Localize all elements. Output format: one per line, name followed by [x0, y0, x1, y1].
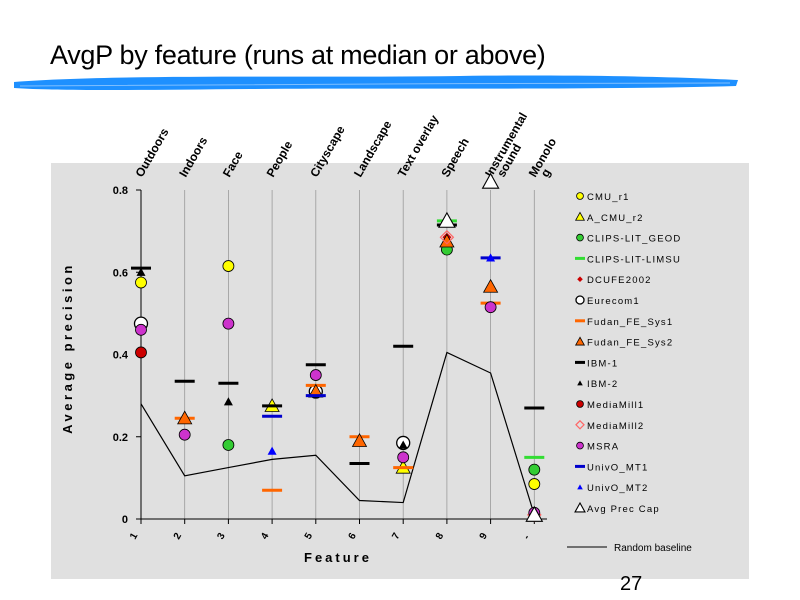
- legend-marker: [576, 233, 584, 242]
- marker-ibm-2: [136, 267, 146, 276]
- baseline-line: [140, 351, 535, 516]
- legend-label: Fudan_FE_Sys1: [587, 317, 673, 328]
- marker-univo-mt2: [267, 446, 277, 455]
- legend-label: MediaMill1: [587, 400, 644, 411]
- x-tick-label: 3: [215, 531, 228, 542]
- x-tick-label: 1: [128, 531, 141, 542]
- marker-msra: [484, 301, 497, 314]
- legend-label: CLIPS-LIT_GEOD: [587, 234, 681, 245]
- marker-mediamill1: [135, 346, 147, 359]
- marker-msra: [135, 323, 147, 336]
- x-tick-label: 4: [259, 531, 272, 542]
- marker-fudan-fe-sys2: [177, 410, 193, 425]
- title-underline-brush: [14, 75, 738, 90]
- legend-marker: [577, 484, 583, 490]
- y-tick-label: 0.4: [113, 350, 129, 362]
- legend-label: UnivO_MT1: [587, 462, 648, 473]
- marker-msra: [309, 369, 322, 381]
- marker-avg-prec-cap: [437, 211, 456, 228]
- marker-msra: [178, 428, 191, 441]
- x-tick-label: 8: [434, 531, 447, 542]
- chart-background: [51, 163, 749, 579]
- marker-cmu-r1: [135, 276, 147, 289]
- legend-marker: [574, 211, 586, 221]
- y-axis-label: Average precision: [60, 262, 75, 434]
- legend-marker: [577, 380, 583, 386]
- legend-marker: [574, 501, 586, 513]
- legend-label: MSRA: [587, 442, 619, 453]
- marker-msra: [397, 451, 410, 464]
- x-tick-label: 6: [347, 531, 360, 542]
- legend-label: CMU_r1: [587, 192, 630, 203]
- marker-mediamill2: [439, 229, 455, 245]
- marker-clips-lit-geod: [222, 439, 235, 451]
- marker-avg-prec-cap: [525, 505, 544, 522]
- legend-label: Avg Prec Cap: [587, 504, 660, 515]
- x-tick-label: 5: [303, 531, 316, 542]
- legend-label: Eurecom1: [587, 296, 640, 307]
- markers: [131, 172, 545, 523]
- legend-label: UnivO_MT2: [587, 483, 648, 494]
- legend-label: Fudan_FE_Sys2: [587, 338, 673, 349]
- legend-marker: [574, 336, 586, 346]
- y-ticks: 0 0.2 0.4 0.6 0.8: [113, 185, 141, 526]
- legend-marker: [577, 276, 583, 282]
- marker-cmu-r1: [222, 260, 235, 272]
- marker-clips-lit-geod: [528, 463, 541, 476]
- legend-label: A_CMU_r2: [587, 213, 644, 224]
- marker-ibm-2: [398, 440, 408, 449]
- legend-label: CLIPS-LIT-LIMSU: [587, 254, 681, 265]
- slide-title: AvgP by feature (runs at median or above…: [50, 40, 546, 70]
- legend-marker: [576, 192, 584, 200]
- legend-label: IBM-2: [587, 379, 618, 390]
- legend-marker: [576, 400, 584, 408]
- y-tick-label: 0.8: [113, 185, 128, 197]
- legend-marker: [576, 441, 584, 450]
- marker-ibm-2: [223, 397, 233, 406]
- marker-fudan-fe-sys2: [351, 433, 368, 447]
- marker-avg-prec-cap: [481, 172, 500, 189]
- legend-label: DCUFE2002: [587, 275, 652, 286]
- legend-baseline-label: Random baseline: [614, 543, 692, 554]
- page-number: 27: [620, 573, 643, 595]
- marker-fudan-fe-sys2: [482, 278, 499, 293]
- x-tick-label: -: [521, 533, 532, 541]
- y-tick-label: 0.2: [113, 432, 128, 444]
- x-tick-label: 9: [478, 531, 491, 542]
- grid-lines: [184, 190, 535, 519]
- x-tick-label: 7: [390, 531, 403, 542]
- y-tick-label: 0: [122, 514, 128, 526]
- marker-msra: [222, 317, 235, 330]
- legend-label: MediaMill2: [587, 421, 644, 432]
- legend-marker: [575, 295, 585, 305]
- legend: CMU_r1 A_CMU_r2 CLIPS-LIT_GEOD CLIPS-LIT-LI…: [567, 192, 692, 554]
- legend-marker: [575, 419, 585, 430]
- x-tick-label: 2: [172, 531, 185, 542]
- legend-label: IBM-1: [587, 358, 618, 369]
- x-ticks: 1 2 3 4 5 6 7 8 9 -: [128, 519, 535, 542]
- marker-univo-mt2: [486, 253, 496, 262]
- marker-cmu-r1: [528, 478, 541, 490]
- x-axis-label: Feature: [304, 550, 372, 565]
- y-tick-label: 0.6: [113, 267, 128, 279]
